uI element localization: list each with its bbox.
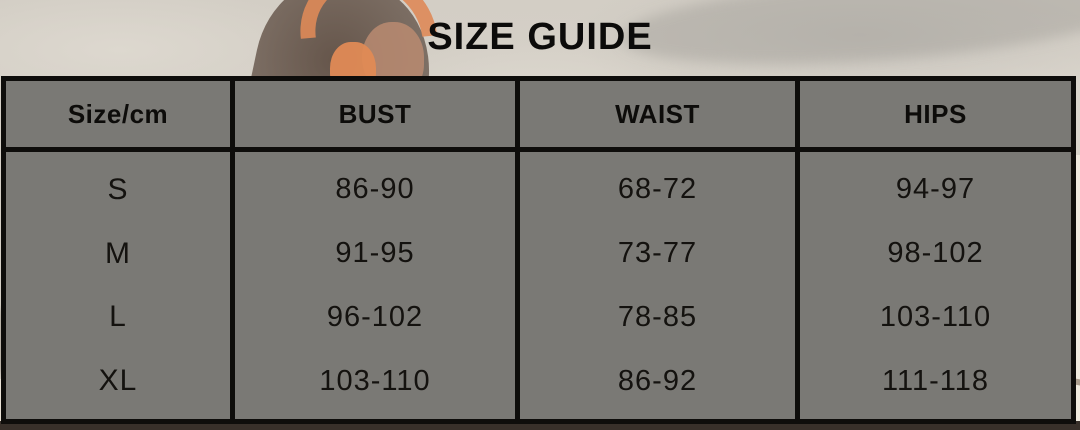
- header-cell-bust: BUST: [235, 81, 515, 147]
- bust-value: 86-90: [335, 173, 415, 206]
- waist-value: 68-72: [617, 173, 698, 206]
- header-label-bust: BUST: [338, 98, 412, 129]
- hips-value: 111-118: [882, 364, 989, 397]
- header-cell-waist: WAIST: [520, 81, 795, 147]
- column-waist: 68-72 73-77 78-85 86-92: [520, 152, 795, 419]
- page-title: SIZE GUIDE: [427, 16, 653, 58]
- hips-value: 103-110: [879, 300, 992, 333]
- size-label: L: [109, 300, 127, 334]
- column-size: S M L XL: [6, 152, 230, 419]
- size-label: XL: [98, 364, 138, 398]
- bust-value: 91-95: [335, 237, 415, 270]
- hips-value: 94-97: [895, 173, 976, 206]
- header-label-hips: HIPS: [904, 98, 967, 129]
- header-cell-size: Size/cm: [6, 81, 230, 147]
- header-label-waist: WAIST: [615, 98, 700, 129]
- bust-value: 96-102: [326, 300, 424, 333]
- photo-bottom-edge: [0, 421, 1080, 430]
- column-hips: 94-97 98-102 103-110 111-118: [800, 152, 1071, 419]
- header-cell-hips: HIPS: [800, 81, 1071, 147]
- size-guide-table: Size/cm BUST WAIST HIPS S M L XL 86-90 9…: [1, 76, 1076, 424]
- bust-value: 103-110: [319, 364, 431, 397]
- size-label: M: [105, 236, 131, 270]
- waist-value: 78-85: [617, 300, 698, 333]
- column-bust: 86-90 91-95 96-102 103-110: [235, 152, 515, 419]
- hips-value: 98-102: [887, 237, 984, 270]
- header-label-size: Size/cm: [67, 98, 169, 129]
- waist-value: 86-92: [617, 364, 698, 397]
- size-label: S: [107, 172, 129, 206]
- waist-value: 73-77: [617, 237, 698, 270]
